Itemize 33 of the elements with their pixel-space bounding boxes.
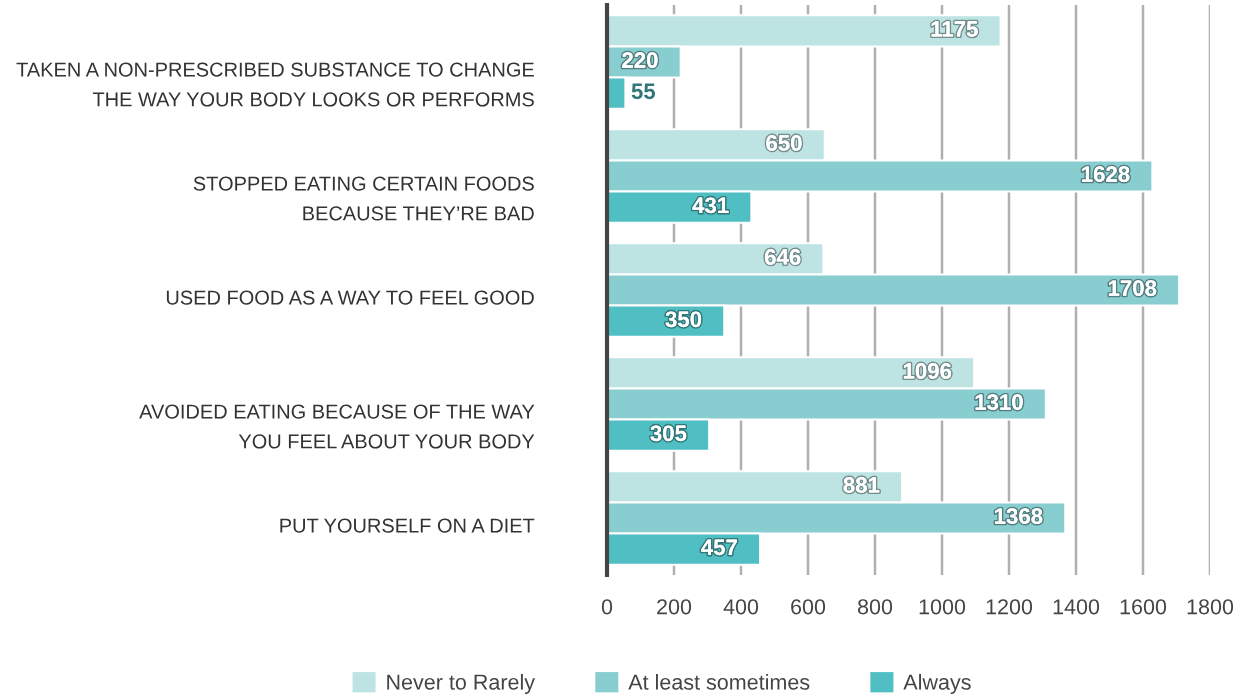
x-tick-label: 1000 (919, 599, 966, 615)
data-label: 1096 (903, 363, 952, 379)
x-tick-label: 1400 (1053, 599, 1100, 615)
data-label: 305 (650, 425, 687, 442)
x-tick-label: 600 (791, 599, 826, 615)
y-tick-label: AVOIDED EATING BECAUSE OF THE WAY YOU FEEL ABOUT YOUR BODY (139, 404, 535, 449)
data-label: 1175 (931, 21, 978, 37)
x-tick-label: 200 (657, 599, 692, 615)
x-tick-label: 800 (857, 599, 893, 615)
data-label: 646 (764, 249, 801, 265)
data-label: 220 (622, 52, 658, 68)
data-label: 650 (766, 135, 802, 151)
y-tick-label: STOPPED EATING CERTAIN FOODS BECAUSE THEY’RE BAD (193, 176, 534, 221)
data-label: 431 (692, 197, 729, 214)
data-label: 350 (665, 311, 702, 328)
data-label: 1708 (1108, 280, 1157, 296)
y-tick-label: TAKEN A NON-PRESCRIBED SUBSTANCE TO CHANGE THE WAY YOUR BODY LOOKS OR PERFORMS (16, 62, 534, 107)
x-tick-label: 400 (723, 599, 759, 615)
data-label: 457 (701, 539, 737, 556)
data-label: 1368 (995, 508, 1043, 524)
x-tick-label: 1200 (986, 599, 1033, 615)
data-label: 1310 (975, 394, 1023, 410)
y-tick-label: USED FOOD AS A WAY TO FEEL GOOD (166, 290, 534, 305)
x-tick-label: 0 (601, 599, 613, 615)
y-tick-label: PUT YOURSELF ON A DIET (280, 518, 535, 533)
x-tick-label: 1800 (1187, 599, 1234, 615)
x-tick-label: 1600 (1120, 599, 1167, 615)
legend-label: At least sometimes (628, 673, 810, 690)
data-label: 1628 (1082, 166, 1130, 182)
data-label: 55 (631, 83, 656, 100)
legend-label: Always (903, 673, 971, 695)
legend-label: Never to Rarely (387, 673, 535, 695)
data-label: 881 (843, 477, 880, 493)
